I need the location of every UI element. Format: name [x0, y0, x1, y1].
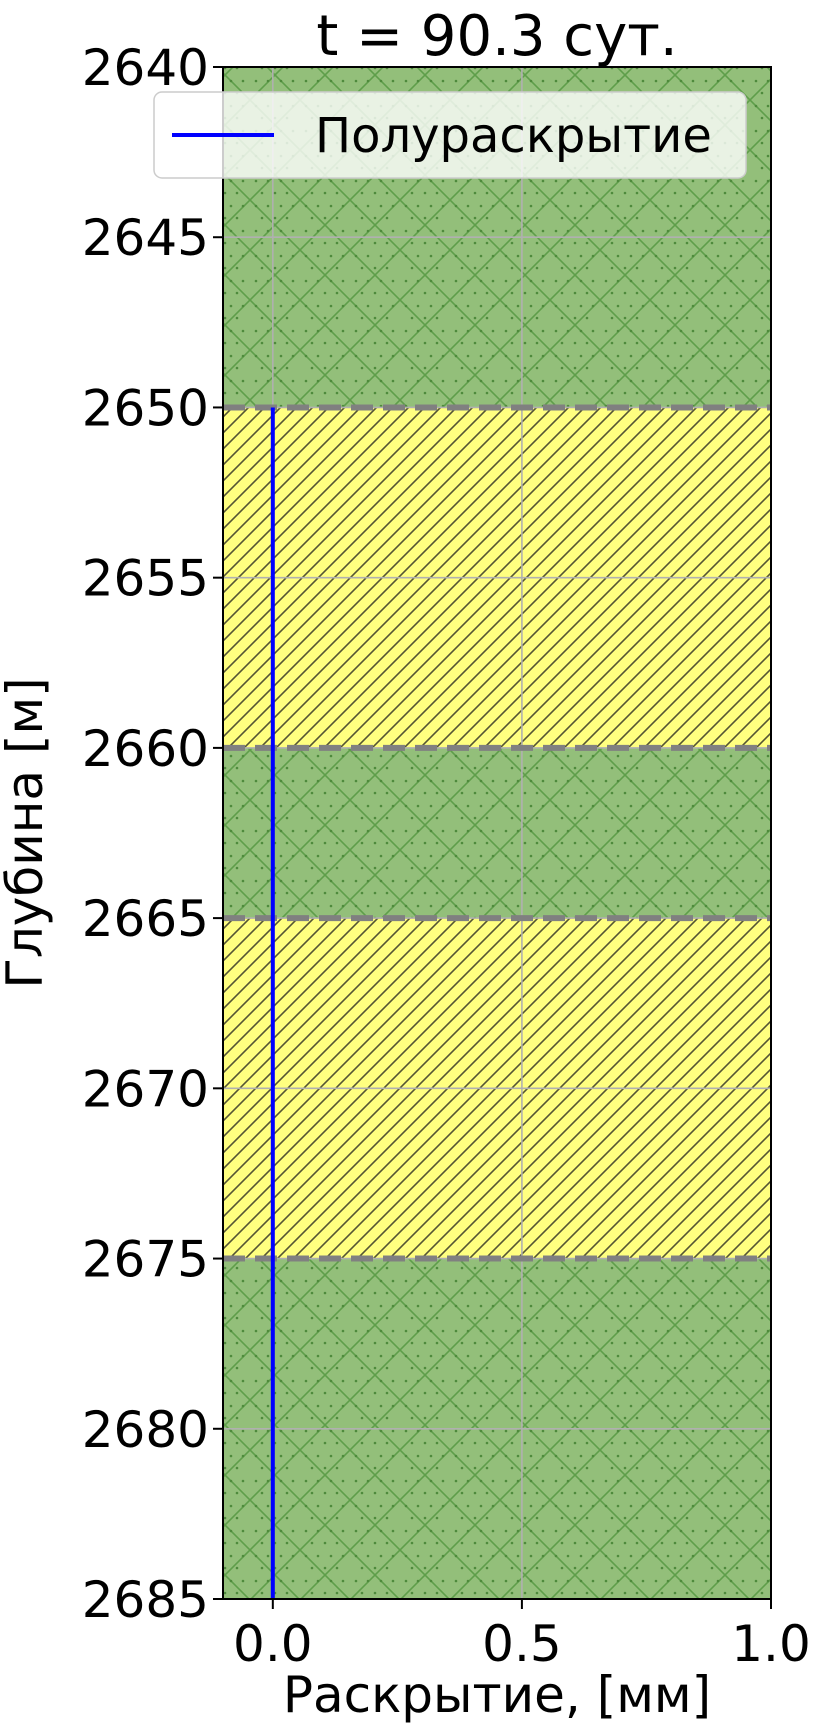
layer-hatch-2 — [223, 747, 771, 919]
y-tick-label-0: 2640 — [82, 39, 209, 97]
y-tick-label-5: 2665 — [82, 890, 209, 948]
y-axis-title: Глубина [м] — [0, 677, 54, 988]
x-tick-label-1: 0.5 — [482, 1615, 562, 1673]
plot-frame — [222, 66, 772, 1600]
x-tick-label-2: 1.0 — [731, 1615, 811, 1673]
y-tick-label-2: 2650 — [82, 379, 209, 437]
x-tick-label-0: 0.0 — [233, 1615, 313, 1673]
y-tick-label-4: 2660 — [82, 720, 209, 778]
legend-label: Полураскрытие — [315, 108, 712, 164]
y-tick-label-6: 2670 — [82, 1060, 209, 1118]
chart-title: t = 90.3 сут. — [316, 4, 677, 69]
y-tick-label-7: 2675 — [82, 1231, 209, 1289]
y-tick-label-9: 2685 — [82, 1571, 209, 1629]
y-axis: 2640 2645 2650 2655 2660 2665 2670 2675 2680 2685 — [82, 39, 223, 1629]
x-axis: 0.0 0.5 1.0 — [233, 1599, 811, 1673]
y-tick-label-1: 2645 — [82, 209, 209, 267]
x-axis-title: Раскрытие, [мм] — [283, 1666, 711, 1724]
layer-fills — [223, 67, 771, 1599]
legend-box — [153, 91, 747, 179]
layer-boundaries — [223, 404, 771, 1262]
y-tick-label-8: 2680 — [82, 1401, 209, 1459]
y-tick-label-3: 2655 — [82, 550, 209, 608]
legend: Полураскрытие — [153, 91, 747, 179]
